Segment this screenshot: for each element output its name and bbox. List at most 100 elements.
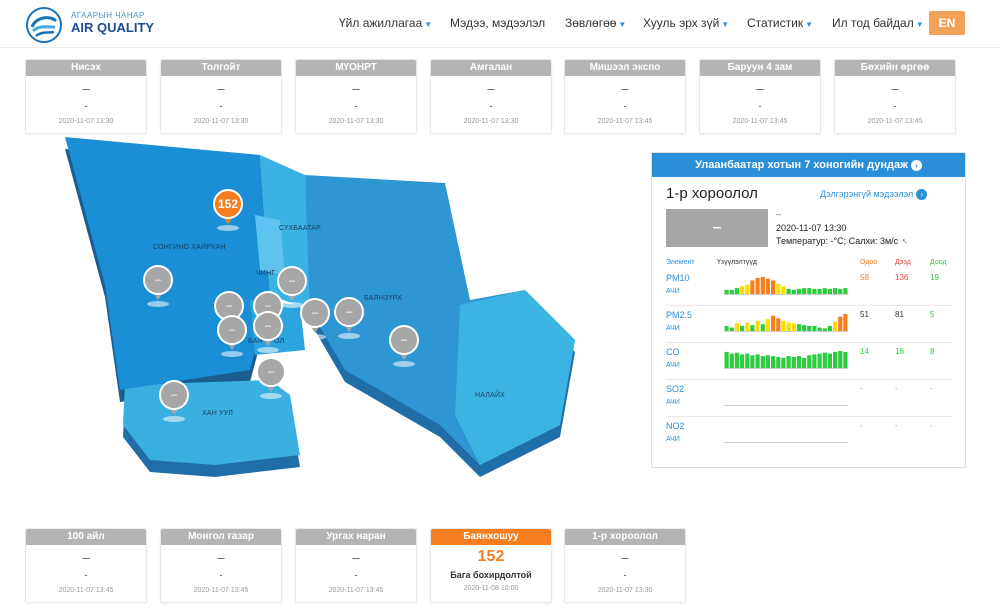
chart-bar <box>740 354 745 368</box>
marker-tail <box>168 406 180 415</box>
chart-bar <box>776 356 781 368</box>
chart-bar <box>760 356 765 368</box>
chart-bar <box>802 357 807 368</box>
station-card[interactable]: Мишээл экспо – - 2020-11-07 13:45 <box>564 59 686 134</box>
chart-bar <box>724 289 729 295</box>
chart-bar <box>791 323 796 331</box>
chart-bar <box>838 351 843 368</box>
station-card[interactable]: Толгойт – - 2020-11-07 13:30 <box>160 59 282 134</box>
station-card[interactable]: Баруун 4 зам – - 2020-11-07 13:45 <box>699 59 821 134</box>
language-toggle-button[interactable]: EN <box>929 11 965 35</box>
station-index: - <box>354 101 358 111</box>
chart-bar <box>750 355 755 369</box>
station-index: - <box>354 570 358 580</box>
station-index: - <box>893 101 897 111</box>
detail-link[interactable]: Дэлгэрэнгүй мэдээлэл › <box>820 189 928 201</box>
nav-item-statistics[interactable]: Статистик ▼ <box>747 16 814 30</box>
station-time: 2020-11-07 13:30 <box>193 118 249 125</box>
value-now: - <box>860 384 863 393</box>
station-map-marker[interactable]: 152 <box>213 189 243 231</box>
chart-bar <box>838 288 843 294</box>
station-name: Бөхийн өргөө <box>835 60 955 76</box>
pollutant-subtitle: АЧИ <box>666 362 680 369</box>
station-value: – <box>82 550 90 565</box>
value-min: 19 <box>930 273 939 282</box>
station-card[interactable]: 1-р хороолол – - 2020-11-07 13:30 <box>564 528 686 603</box>
caret-down-icon: ▼ <box>424 20 433 29</box>
pollutant-bar-chart <box>724 405 848 406</box>
station-time: 2020-11-08 10:00 <box>463 585 519 592</box>
station-map-marker[interactable]: – <box>256 357 286 399</box>
station-card-active[interactable]: Баянхошуу 152 Бага бохирдолтой 2020-11-0… <box>430 528 552 603</box>
station-map-marker[interactable]: – <box>159 380 189 422</box>
chart-bar <box>740 325 745 331</box>
station-card[interactable]: Ургах наран – - 2020-11-07 13:45 <box>295 528 417 603</box>
chart-bar <box>827 325 832 331</box>
marker-tail <box>222 215 234 224</box>
value-max: 81 <box>895 310 904 319</box>
marker-value: – <box>143 265 173 295</box>
station-card[interactable]: Нисэх – - 2020-11-07 13:30 <box>25 59 147 134</box>
chart-bar <box>833 321 838 331</box>
caret-down-icon: ▼ <box>915 20 924 29</box>
air-quality-logo-icon[interactable] <box>26 7 62 43</box>
marker-shadow <box>257 347 279 353</box>
chart-bar <box>724 351 729 368</box>
station-card[interactable]: МҮОНРТ – - 2020-11-07 13:30 <box>295 59 417 134</box>
station-card[interactable]: Амгалан – - 2020-11-07 13:30 <box>430 59 552 134</box>
marker-tail <box>343 323 355 332</box>
station-card[interactable]: 100 айл – - 2020-11-07 13:45 <box>25 528 147 603</box>
station-card[interactable]: Монгол газар – - 2020-11-07 13:45 <box>160 528 282 603</box>
marker-value: – <box>389 325 419 355</box>
station-time: 2020-11-07 13:45 <box>193 587 249 594</box>
selected-district: 1-р хороолол <box>666 185 758 202</box>
value-min: - <box>930 421 933 430</box>
value-now: - <box>860 421 863 430</box>
measurement-time: 2020-11-07 13:30 <box>776 223 847 233</box>
chart-bar <box>745 322 750 331</box>
station-map-marker[interactable]: – <box>217 315 247 357</box>
pollutant-row[interactable]: NO2 АЧИ - - - <box>666 417 952 454</box>
station-map-marker[interactable]: – <box>334 297 364 339</box>
station-map-marker[interactable]: – <box>253 311 283 353</box>
chart-bar <box>833 288 838 294</box>
pollutant-row[interactable]: SO2 АЧИ - - - <box>666 380 952 417</box>
station-card[interactable]: Бөхийн өргөө – - 2020-11-07 13:45 <box>834 59 956 134</box>
station-map-marker[interactable]: – <box>300 298 330 340</box>
chart-bar <box>765 319 770 331</box>
district-label: НАЛАЙХ <box>475 392 506 399</box>
chart-bar <box>786 356 791 368</box>
panel-header[interactable]: Улаанбаатар хотын 7 хоногийн дундаж › <box>652 153 965 177</box>
station-name: 100 айл <box>26 529 146 545</box>
header-now: Одоо <box>860 259 878 266</box>
nav-item-activities[interactable]: Үйл ажиллагаа ▼ <box>339 16 433 30</box>
chart-bar <box>827 288 832 294</box>
station-map-marker[interactable]: – <box>389 325 419 367</box>
nav-item-transparency[interactable]: Ил тод байдал ▼ <box>832 16 924 30</box>
marker-value: – <box>256 357 286 387</box>
station-index: - <box>623 570 627 580</box>
nav-item-advice[interactable]: Зөвлөгөө ▼ <box>565 16 627 30</box>
weekly-average-panel: Улаанбаатар хотын 7 хоногийн дундаж › 1-р… <box>651 152 966 468</box>
pollutant-row[interactable]: CO АЧИ 14 16 8 <box>666 343 952 380</box>
caret-down-icon: ▼ <box>805 20 814 29</box>
station-name: Амгалан <box>431 60 551 76</box>
nav-item-legal[interactable]: Хууль эрх зүй ▼ <box>643 16 730 30</box>
station-map-marker[interactable]: – <box>143 265 173 307</box>
nav-item-news[interactable]: Мэдээ, мэдээлэл <box>450 16 546 30</box>
value-max: 136 <box>895 273 909 282</box>
marker-shadow <box>338 333 360 339</box>
district-label: СОНГИНО ХАЙРХАН <box>153 244 226 251</box>
marker-tail <box>152 291 164 300</box>
pollutant-row[interactable]: PM2.5 АЧИ 51 81 5 <box>666 306 952 343</box>
pollutant-row[interactable]: PM10 АЧИ 58 136 19 <box>666 269 952 306</box>
chevron-right-icon: › <box>916 189 928 201</box>
station-time: 2020-11-07 13:30 <box>597 587 653 594</box>
station-map-marker[interactable]: – <box>277 266 307 308</box>
city-district-map: СОНГИНО ХАЙРХАН СҮХБААТАР ЧИНГ БАЯНЗҮРХ … <box>55 125 595 525</box>
district-label: ЧИНГ <box>256 270 276 277</box>
logo-title[interactable]: AIR QUALITY <box>71 20 155 35</box>
marker-value: – <box>277 266 307 296</box>
station-index: - <box>84 101 88 111</box>
marker-value: 152 <box>213 189 243 219</box>
